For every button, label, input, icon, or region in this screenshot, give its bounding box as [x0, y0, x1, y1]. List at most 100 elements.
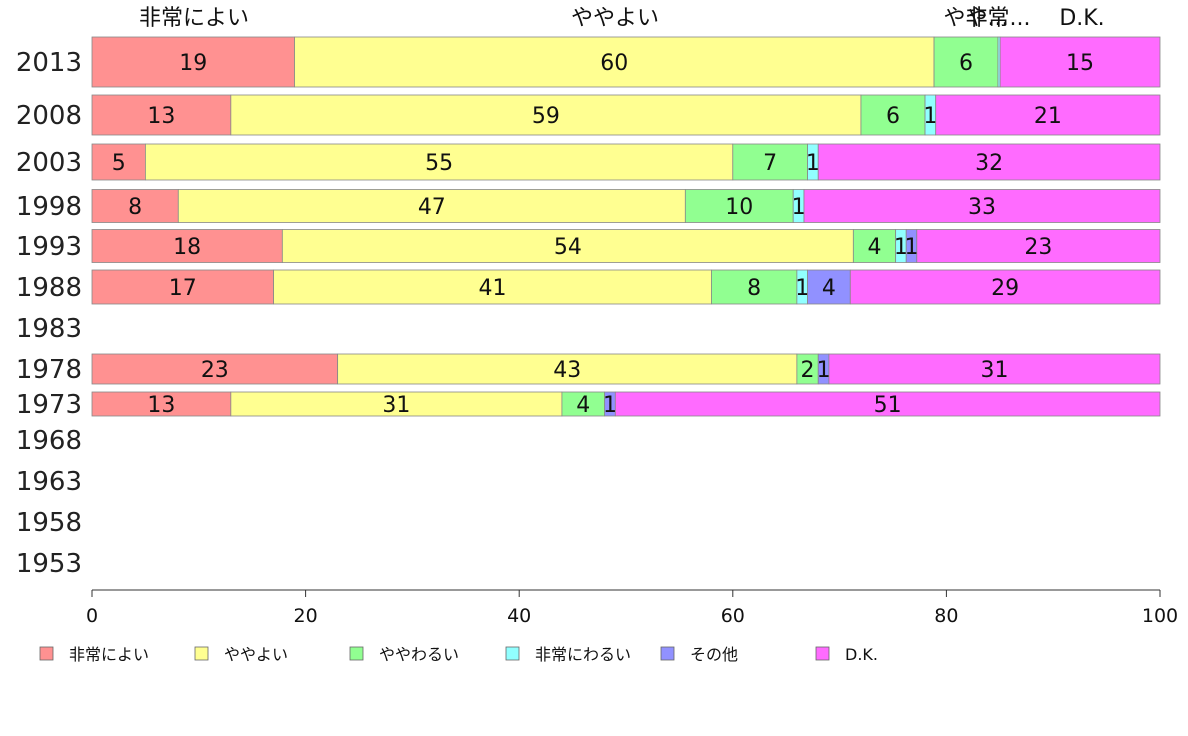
- bar-value-label: 54: [554, 235, 582, 260]
- legend-swatch: [815, 646, 830, 661]
- x-tick-label: 80: [934, 605, 958, 627]
- bar-value-label: 4: [822, 276, 836, 301]
- bar-value-label: 6: [959, 51, 973, 76]
- legend-swatch: [505, 646, 520, 661]
- bar-value-label: 51: [874, 393, 902, 418]
- bar-value-label: 1: [894, 235, 908, 260]
- bar-value-label: 23: [1024, 235, 1052, 260]
- legend-item: ややよい: [194, 645, 288, 664]
- bar-value-label: 59: [532, 104, 560, 129]
- bar-value-label: 4: [867, 235, 881, 260]
- top-category-labels: 非常によい ややよい やや...非常... D.K.: [139, 6, 1105, 31]
- bar-segment: [273, 269, 712, 305]
- bar-segment: [916, 229, 1161, 263]
- year-label: 1983: [16, 314, 82, 344]
- bar-value-label: 1: [905, 235, 919, 260]
- bar-segment: [91, 36, 295, 88]
- year-label: 1988: [16, 273, 82, 303]
- bar-value-label: 32: [975, 151, 1003, 176]
- bar-segment: [933, 36, 999, 88]
- bar-segment: [91, 269, 274, 305]
- x-tick-label: 40: [507, 605, 531, 627]
- year-label: 1963: [16, 467, 82, 497]
- bar-value-label: 1: [806, 151, 820, 176]
- legend-label: 非常にわるい: [535, 645, 631, 664]
- top-category-label: ややよい: [571, 6, 659, 31]
- bar-value-label: 1: [603, 393, 617, 418]
- legend-label: 非常によい: [69, 645, 149, 664]
- legend-item: 非常によい: [39, 645, 149, 664]
- year-label: 1978: [16, 355, 82, 385]
- bar-value-label: 41: [479, 276, 507, 301]
- top-category-label: 非常によい: [139, 6, 249, 31]
- bar-segment: [337, 353, 798, 385]
- legend-item: D.K.: [815, 645, 878, 664]
- x-tick-label: 0: [86, 605, 98, 627]
- bar-value-label: 5: [112, 151, 126, 176]
- bar-value-label: 21: [1034, 104, 1062, 129]
- bar-segment: [684, 189, 794, 223]
- bar-segment: [91, 229, 283, 263]
- x-tick-label: 100: [1142, 605, 1178, 627]
- year-label: 1968: [16, 426, 82, 456]
- bar-row: 18 54 4 11 23: [91, 229, 1161, 263]
- top-category-label: 非常...: [966, 6, 1031, 31]
- year-label: 1993: [16, 232, 82, 262]
- legend: 非常によい ややよい ややわるい 非常にわるい その他 D.K.: [39, 645, 878, 664]
- year-label: 1953: [16, 549, 82, 579]
- legend-label: その他: [690, 645, 738, 664]
- legend-swatch: [349, 646, 364, 661]
- bar-segment: [91, 189, 179, 223]
- bar-row: 8 47 10 1 33: [91, 189, 1161, 223]
- bar-value-label: 23: [201, 358, 229, 383]
- bar-value-label: 10: [725, 195, 753, 220]
- bar-segment: [849, 269, 1161, 305]
- bar-value-label: 31: [980, 358, 1008, 383]
- bar-segment: [281, 229, 854, 263]
- legend-swatch: [660, 646, 675, 661]
- bar-segment: [230, 94, 862, 136]
- bar-row: 19 60 6 15: [91, 36, 1161, 88]
- bar-value-label: 31: [382, 393, 410, 418]
- bar-value-label: 6: [886, 104, 900, 129]
- bar-value-label: 2: [801, 358, 815, 383]
- bar-segment: [828, 353, 1161, 385]
- bar-value-label: 55: [425, 151, 453, 176]
- bar-value-label: 15: [1066, 51, 1094, 76]
- bar-value-label: 33: [968, 195, 996, 220]
- legend-item: その他: [660, 645, 738, 664]
- bar-value-label: 8: [128, 195, 142, 220]
- bar-value-label: 29: [991, 276, 1019, 301]
- legend-item: 非常にわるい: [505, 645, 631, 664]
- year-label: 2003: [16, 148, 82, 178]
- legend-label: ややわるい: [379, 645, 459, 664]
- bar-value-label: 13: [147, 393, 175, 418]
- year-label: 2013: [16, 48, 82, 78]
- bar-segment: [294, 36, 935, 88]
- bar-value-label: 19: [179, 51, 207, 76]
- bar-segment: [803, 189, 1161, 223]
- year-label: 1973: [16, 390, 82, 420]
- bar-value-label: 43: [553, 358, 581, 383]
- bar-value-label: 1: [792, 195, 806, 220]
- top-category-label: D.K.: [1059, 6, 1104, 31]
- bar-segment: [177, 189, 686, 223]
- x-axis: 0 20 40 60 80 100: [86, 589, 1178, 627]
- x-tick-label: 60: [721, 605, 745, 627]
- bar-segment: [230, 391, 563, 417]
- bar-row: 17 41 8 1 4 29: [91, 269, 1161, 305]
- top-category-label: やや...: [944, 6, 1009, 31]
- bar-segment: [561, 391, 606, 417]
- bar-segment: [91, 143, 146, 181]
- bar-value-label: 7: [763, 151, 777, 176]
- bar-value-label: 1: [817, 358, 831, 383]
- bar-segment: [91, 391, 232, 417]
- bar-segment: [91, 94, 232, 136]
- x-tick-label: 20: [294, 605, 318, 627]
- legend-label: D.K.: [845, 645, 878, 664]
- year-label: 1958: [16, 508, 82, 538]
- year-label: 2008: [16, 101, 82, 131]
- bar-value-label: 13: [147, 104, 175, 129]
